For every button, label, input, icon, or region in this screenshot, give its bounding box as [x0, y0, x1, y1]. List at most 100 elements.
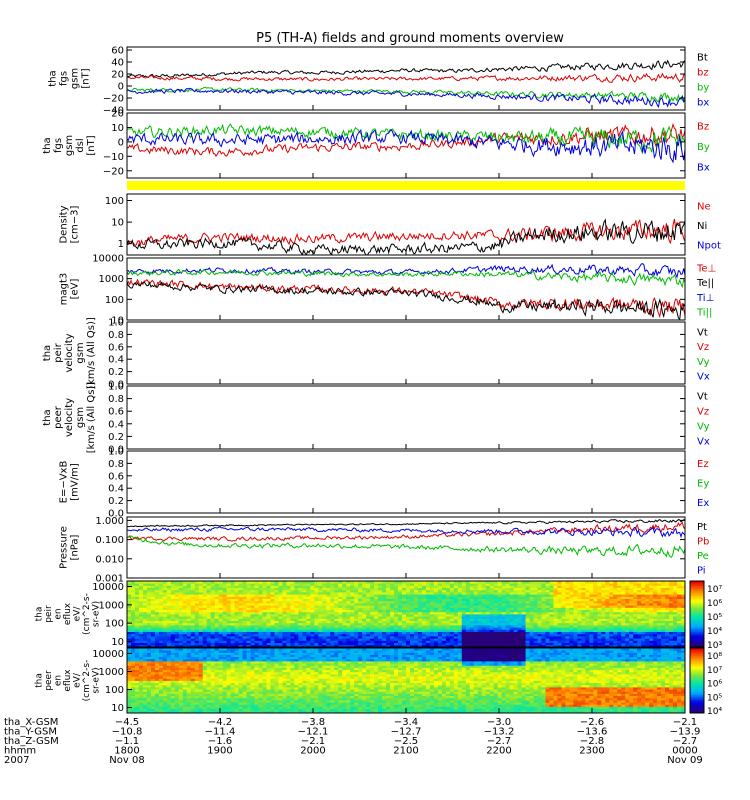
spectro-cell	[206, 581, 212, 584]
spectro-cell	[230, 638, 236, 641]
spectro-cell	[525, 622, 530, 626]
spectro-cell	[127, 680, 132, 684]
spectro-cell	[226, 631, 232, 635]
spectro-cell	[529, 622, 534, 626]
spectro-cell	[182, 676, 188, 679]
spectro-cell	[477, 640, 483, 643]
spectro-cell	[138, 594, 144, 597]
legend-entry: Vy	[697, 357, 710, 368]
spectro-cell	[127, 676, 132, 679]
spectro-cell	[449, 609, 455, 613]
spectro-cell	[194, 682, 200, 686]
spectro-cell	[214, 618, 220, 621]
spectro-cell	[246, 581, 251, 584]
spectro-cell	[230, 614, 236, 617]
spectro-cell	[154, 592, 160, 595]
spectro-cell	[461, 633, 467, 637]
spectro-cell	[278, 592, 283, 595]
spectro-cell	[346, 638, 351, 641]
spectro-cell	[134, 706, 140, 710]
spectro-cell	[605, 627, 610, 630]
spectro-cell	[669, 640, 674, 643]
spectro-cell	[258, 587, 263, 591]
spectro-cell	[302, 598, 307, 602]
spectro-cell	[322, 603, 327, 606]
spectro-cell	[374, 583, 379, 586]
spectro-cell	[210, 620, 216, 624]
spectro-cell	[127, 625, 132, 628]
spectro-cell	[449, 640, 455, 643]
spectro-cell	[501, 614, 507, 617]
spectro-cell	[549, 611, 554, 615]
spectro-cell	[501, 633, 507, 637]
spectro-cell	[318, 611, 323, 615]
spectro-cell	[645, 638, 650, 641]
spectro-cell	[493, 596, 499, 599]
spectro-cell	[330, 598, 335, 602]
spectro-cell	[533, 589, 538, 593]
spectro-cell	[617, 625, 622, 628]
spectro-cell	[521, 638, 526, 641]
spectro-cell	[521, 589, 526, 593]
spectro-cell	[601, 629, 606, 632]
spectro-cell	[138, 665, 144, 668]
spectro-cell	[270, 642, 275, 646]
spectro-cell	[673, 611, 678, 615]
spectro-cell	[629, 596, 634, 599]
spectro-cell	[254, 594, 259, 597]
spectro-cell	[649, 592, 654, 595]
spectro-cell	[681, 609, 686, 613]
spectro-cell	[417, 642, 423, 646]
y-axis-label: E=−VxB	[59, 461, 70, 504]
spectro-cell	[290, 594, 295, 597]
spectro-cell	[322, 598, 327, 602]
spectro-cell	[166, 665, 172, 668]
spectro-cell	[366, 614, 371, 617]
spectro-cell	[545, 605, 550, 608]
spectro-cell	[605, 607, 610, 610]
spectro-cell	[158, 652, 164, 655]
spectro-cell	[182, 706, 188, 710]
spectro-cell	[302, 583, 307, 586]
spectro-cell	[286, 629, 291, 632]
spectro-cell	[322, 594, 327, 597]
spectro-cell	[629, 609, 634, 613]
spectro-cell	[162, 609, 168, 613]
spectro-cell	[625, 618, 630, 621]
spectro-cell	[477, 636, 483, 639]
spectro-cell	[378, 638, 383, 641]
spectro-cell	[282, 611, 287, 615]
spectro-cell	[370, 583, 375, 586]
spectro-cell	[278, 642, 283, 646]
spectro-cell	[206, 695, 212, 699]
colorbar-cell	[690, 615, 704, 618]
spectro-cell	[150, 618, 156, 621]
spectro-cell	[465, 592, 471, 595]
spectro-cell	[449, 598, 455, 602]
spectro-cell	[537, 605, 542, 608]
spectro-cell	[661, 609, 666, 613]
spectro-cell	[154, 704, 160, 707]
spectro-cell	[130, 600, 136, 604]
spectro-cell	[230, 620, 236, 624]
spectro-cell	[593, 638, 598, 641]
spectro-cell	[633, 609, 638, 613]
spectro-cell	[246, 622, 251, 626]
spectro-cell	[485, 611, 491, 615]
spectro-cell	[158, 600, 164, 604]
spectro-cell	[613, 631, 618, 635]
spectro-cell	[677, 627, 682, 630]
spectro-cell	[138, 592, 144, 595]
spectro-cell	[158, 636, 164, 639]
spectro-cell	[178, 652, 184, 655]
spectro-cell	[533, 616, 538, 619]
spectro-cell	[669, 631, 674, 635]
spectro-cell	[354, 625, 359, 628]
spectro-cell	[489, 631, 495, 635]
spectro-cell	[266, 589, 271, 593]
spectro-cell	[402, 640, 407, 643]
spectro-cell	[525, 638, 530, 641]
spectro-cell	[198, 669, 204, 673]
spectro-cell	[437, 587, 443, 591]
